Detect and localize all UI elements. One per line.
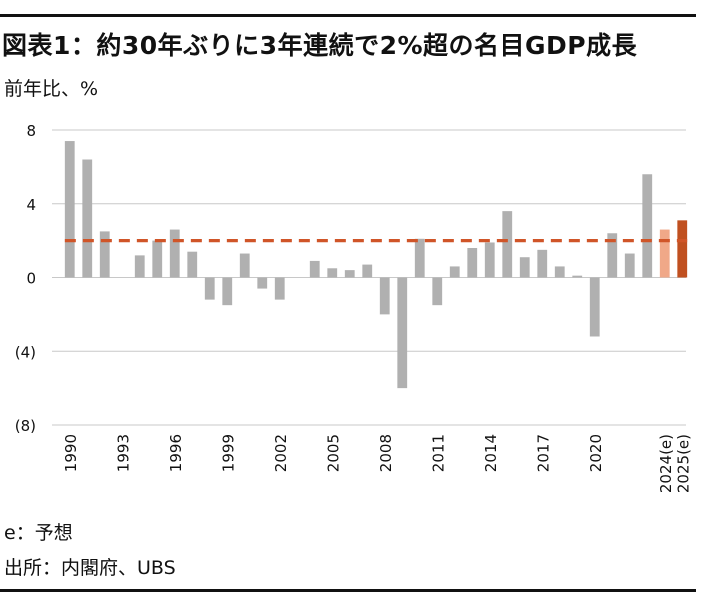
bar-1994 — [134, 255, 145, 278]
bar-2021 — [607, 233, 618, 278]
bar-2010 — [414, 238, 425, 278]
bar-2009 — [397, 277, 408, 389]
bar-2006 — [344, 270, 355, 278]
x-tick-label: 2011 — [429, 434, 447, 472]
y-tick-label: 4 — [26, 196, 36, 214]
bar-2019 — [572, 275, 583, 278]
y-tick-label: (4) — [15, 343, 36, 361]
bar-1996 — [169, 229, 180, 278]
bar-2023 — [642, 174, 653, 278]
bar-2011 — [432, 277, 443, 306]
bar-2000 — [239, 253, 250, 278]
source-note: 出所：内閣府、UBS — [4, 557, 176, 579]
x-tick-label: 1990 — [62, 434, 80, 472]
bottom-rule — [0, 589, 696, 592]
top-rule — [0, 14, 696, 17]
bar-2004 — [309, 260, 320, 278]
bar-2017 — [537, 249, 548, 278]
bar-1998 — [204, 277, 215, 300]
bar-1999 — [222, 277, 233, 306]
x-tick-label: 2014 — [482, 434, 500, 472]
bars — [64, 141, 688, 389]
x-tick-label: 2005 — [324, 434, 342, 472]
x-tick-label: 1999 — [219, 434, 237, 472]
bar-1995 — [152, 240, 163, 278]
x-tick-label: 1996 — [167, 434, 185, 472]
x-tick-label: 2008 — [377, 434, 395, 472]
bar-2016 — [519, 257, 530, 278]
y-tick-label: (8) — [15, 417, 36, 435]
bar-2008 — [379, 277, 390, 315]
bar-2014 — [484, 242, 495, 278]
bar-2015 — [502, 211, 513, 278]
y-unit-label: 前年比、% — [4, 78, 99, 100]
x-tick-label: 2024(e) — [657, 434, 675, 493]
bar-1990 — [64, 141, 75, 278]
x-tick-label: 2017 — [534, 434, 552, 472]
bar-2025(e) — [677, 220, 688, 278]
bar-2013 — [467, 248, 478, 278]
bar-2022 — [624, 253, 635, 278]
x-tick-labels: 1990 1993 1996 1999 2002 2005 2008 2011 2014 2017… — [62, 434, 693, 493]
bar-2018 — [554, 266, 565, 278]
bar-2012 — [449, 266, 460, 278]
x-tick-label: 1993 — [114, 434, 132, 472]
x-tick-label: 2002 — [272, 434, 290, 472]
x-tick-label: 2020 — [587, 434, 605, 472]
y-tick-label: 8 — [26, 122, 36, 140]
bar-2002 — [274, 277, 285, 300]
chart-title: 図表1：約30年ぶりに3年連続で2%超の名目GDP成長 — [2, 31, 638, 60]
bar-1992 — [99, 231, 110, 278]
y-tick-label: 0 — [26, 270, 36, 288]
bar-2007 — [362, 264, 373, 278]
bar-chart: 8 4 0 (4) (8) 1990 1993 1996 1999 2002 2005 2008 20… — [15, 122, 693, 493]
bar-2024(e) — [659, 229, 670, 278]
forecast-note: e：予想 — [4, 522, 73, 544]
bar-2001 — [257, 277, 268, 289]
bar-2005 — [327, 268, 338, 278]
bar-1991 — [82, 159, 93, 278]
y-tick-labels: 8 4 0 (4) (8) — [15, 122, 36, 435]
x-tick-label: 2025(e) — [674, 434, 692, 493]
bar-2020 — [589, 277, 600, 337]
bar-1997 — [187, 251, 198, 278]
